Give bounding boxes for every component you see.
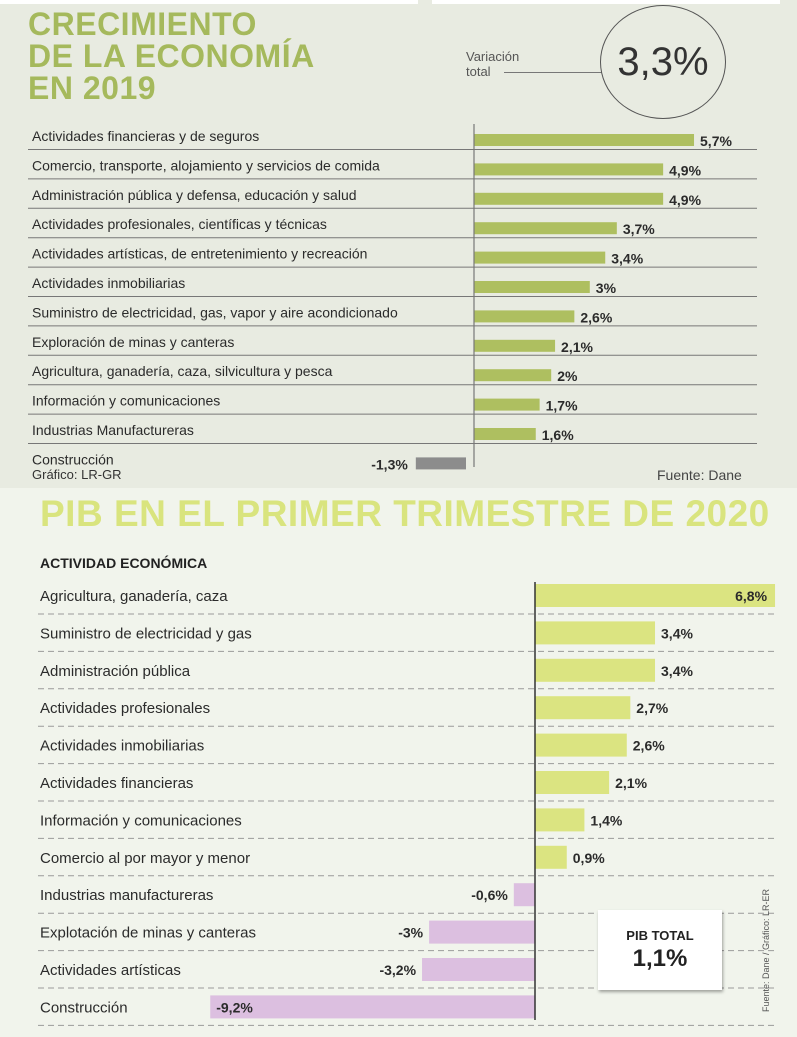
bar: [535, 658, 656, 682]
category-label: Actividades financieras: [40, 775, 193, 792]
value-label: 2,6%: [580, 309, 612, 325]
value-label: 2%: [557, 368, 578, 384]
chart-2019-title: CRECIMIENTO DE LA ECONOMÍA EN 2019: [28, 8, 315, 104]
value-label: 1,7%: [546, 398, 578, 414]
bar: [535, 845, 567, 869]
value-label: 3%: [596, 280, 617, 296]
category-label: Comercio al por mayor y menor: [40, 850, 250, 867]
title-line-2: DE LA ECONOMÍA: [28, 38, 315, 74]
value-label: 3,4%: [661, 625, 693, 641]
value-label: 5,7%: [700, 133, 732, 149]
category-label: Actividades inmobiliarias: [32, 275, 185, 291]
bar: [474, 339, 556, 352]
value-label: 4,9%: [669, 192, 701, 208]
bar: [429, 920, 535, 944]
pib-total-label: PIB TOTAL: [626, 928, 694, 943]
value-label: 6,8%: [735, 588, 767, 604]
category-label: Información y comunicaciones: [40, 812, 242, 829]
category-label: Actividades inmobiliarias: [40, 738, 204, 755]
value-label: 2,1%: [561, 339, 593, 355]
category-label: Construcción: [32, 451, 114, 467]
chart-2019: Actividades financieras y de seguros 5,7%…: [28, 124, 757, 472]
total-variation-circle: 3,3%: [600, 5, 726, 119]
total-variation-leader-line: [504, 72, 602, 73]
title-line-1: CRECIMIENTO: [28, 6, 257, 42]
category-label: Exploración de minas y canteras: [32, 334, 234, 350]
bar: [210, 995, 536, 1019]
category-label: Administración pública: [40, 663, 191, 680]
category-label: Suministro de electricidad y gas: [40, 625, 252, 642]
total-variation-label: Variación total: [466, 49, 520, 79]
value-label: 1,6%: [542, 427, 574, 443]
category-label: Información y comunicaciones: [32, 393, 220, 409]
category-label: Actividades artísticas, de entretenimien…: [32, 246, 367, 262]
chart-2020-title: PIB EN EL PRIMER TRIMESTRE DE 2020: [40, 493, 770, 534]
bar: [535, 808, 585, 832]
value-label: -1,3%: [371, 456, 408, 472]
category-label: Actividades artísticas: [40, 962, 181, 979]
pib-total-box: PIB TOTAL 1,1%: [598, 910, 722, 990]
pib-total-value: 1,1%: [632, 945, 688, 972]
category-label: Actividades profesionales: [40, 700, 210, 717]
value-label: 2,6%: [633, 738, 665, 754]
bar: [535, 621, 656, 645]
chart-2019-credit: Gráfico: LR-GR: [32, 467, 122, 482]
chart-2020-credit: Fuente: Dane / Gráfico: LR-ER: [761, 888, 771, 1012]
category-label: Explotación de minas y canteras: [40, 925, 256, 942]
value-label: -3,2%: [379, 962, 416, 978]
category-label: Comercio, transporte, alojamiento y serv…: [32, 157, 380, 173]
value-label: 2,1%: [615, 775, 647, 791]
value-label: 4,9%: [669, 162, 701, 178]
chart-2019-source: Fuente: Dane: [657, 467, 742, 483]
value-label: 3,4%: [661, 663, 693, 679]
title-line-3: EN 2019: [28, 70, 157, 106]
bar: [474, 251, 606, 264]
value-label: 0,9%: [573, 850, 605, 866]
category-label: Agricultura, ganadería, caza, silvicultu…: [32, 363, 333, 379]
value-label: -3%: [398, 925, 423, 941]
total-variation-value: 3,3%: [617, 39, 709, 84]
category-label: Administración pública y defensa, educac…: [32, 187, 357, 203]
bar: [474, 428, 536, 440]
chart-2020-header: ACTIVIDAD ECONÓMICA: [40, 555, 208, 571]
value-label: 3,4%: [611, 251, 643, 267]
bar: [474, 163, 664, 176]
value-label: 1,4%: [590, 812, 622, 828]
bar: [513, 883, 535, 907]
bar: [535, 733, 627, 757]
bar: [415, 457, 466, 470]
category-label: Actividades profesionales, científicas y…: [32, 216, 327, 232]
value-label: 3,7%: [623, 221, 655, 237]
bar: [422, 958, 535, 981]
bar: [535, 696, 631, 720]
bar: [474, 310, 575, 323]
category-label: Industrias Manufactureras: [32, 422, 194, 438]
bar: [474, 134, 695, 146]
bar: [535, 771, 610, 794]
category-label: Suministro de electricidad, gas, vapor y…: [32, 304, 398, 320]
bar: [474, 281, 590, 293]
category-label: Actividades financieras y de seguros: [32, 128, 259, 144]
top-border-right: [432, 0, 780, 4]
value-label: -0,6%: [471, 887, 508, 903]
category-label: Agricultura, ganadería, caza: [40, 588, 228, 605]
category-label: Industrias manufactureras: [40, 887, 213, 904]
value-label: 2,7%: [636, 700, 668, 716]
category-label: Construcción: [40, 999, 128, 1016]
bar: [474, 369, 552, 382]
bar: [474, 222, 617, 235]
bar: [474, 398, 540, 411]
bar: [474, 192, 664, 205]
value-label: -9,2%: [216, 999, 253, 1015]
bar: [535, 584, 776, 607]
top-border-left: [0, 0, 418, 4]
